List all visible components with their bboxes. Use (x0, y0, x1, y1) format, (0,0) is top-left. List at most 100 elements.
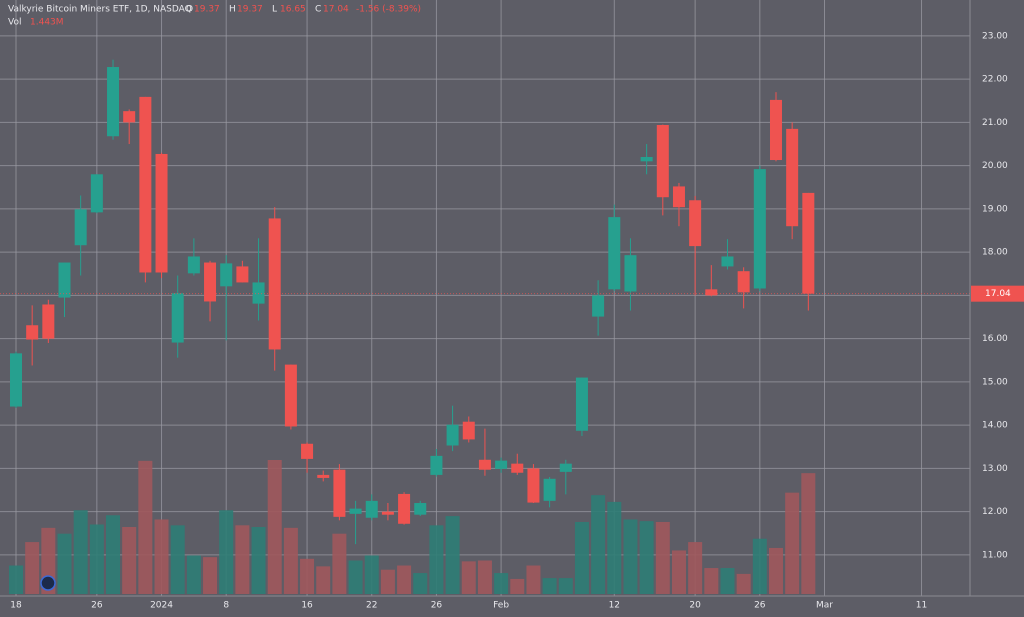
legend-field: L (272, 5, 277, 15)
volume-bar (607, 501, 622, 594)
legend-value: 16.65 (280, 5, 306, 15)
candle-body (769, 99, 782, 161)
candle-body (462, 421, 475, 440)
x-tick-label: 12 (609, 601, 620, 611)
candle-body (236, 266, 249, 283)
candle-body (527, 468, 540, 503)
legend-field: C (315, 5, 321, 15)
candle-body (268, 218, 281, 350)
candle-body (58, 262, 71, 298)
volume-bar (138, 460, 153, 594)
volume-bar (591, 495, 606, 594)
volume-bar (332, 533, 347, 594)
volume-bar (235, 525, 250, 594)
y-tick-label: 22.00 (982, 75, 1008, 85)
candles (0, 59, 970, 545)
volume-bar (397, 565, 412, 594)
legend-value: 19.37 (194, 5, 220, 15)
x-tick-label: 22 (366, 601, 377, 611)
candle-body (187, 256, 200, 274)
volume-bar (57, 533, 72, 594)
volume-bar (203, 557, 218, 594)
candle-body (10, 353, 22, 407)
candle-body (284, 364, 297, 427)
last-price-box (971, 285, 1024, 302)
volume-bar (655, 521, 670, 594)
candle-body (511, 463, 524, 473)
volume-bar (348, 560, 363, 594)
volume-bar (623, 519, 638, 594)
x-tick-label: 26 (431, 601, 443, 611)
volume-bar (267, 460, 282, 594)
x-tick-label: 2024 (150, 601, 173, 611)
volume-bar (283, 527, 298, 594)
legend-value: 19.37 (237, 5, 263, 15)
candle-body (802, 192, 815, 294)
volume-bar (477, 560, 492, 594)
x-tick-label: 8 (223, 601, 229, 611)
y-tick-label: 11.00 (982, 550, 1008, 560)
candle-body (333, 469, 346, 517)
volume-value: 1.443M (30, 18, 64, 28)
candle-body (414, 503, 427, 515)
legend-field: O (186, 5, 193, 15)
candle-body (204, 262, 217, 302)
legend-value: 17.04 (323, 5, 349, 15)
candle-body (317, 474, 330, 478)
y-tick-label: 23.00 (982, 31, 1008, 41)
candle-body (42, 304, 55, 339)
candle-body (365, 500, 378, 518)
y-tick-label: 18.00 (982, 248, 1008, 258)
y-tick-label: 16.00 (982, 334, 1008, 344)
candle-body (624, 255, 637, 292)
candle-body (786, 128, 799, 227)
last-price-label: 17.04 (985, 289, 1011, 299)
candle-body (155, 153, 168, 273)
x-tick-label: Mar (816, 601, 833, 611)
x-tick-label: 18 (10, 601, 22, 611)
volume-bar (429, 525, 444, 594)
volume-bar (122, 527, 137, 594)
volume-bar (526, 565, 541, 594)
candle-body (478, 459, 491, 470)
candle-body (656, 124, 669, 198)
candle-body (381, 511, 394, 515)
candle-body (301, 443, 314, 459)
x-tick-label: 26 (91, 601, 103, 611)
volume-bar (380, 569, 395, 594)
legend-field: H (229, 5, 236, 15)
candle-body (90, 174, 103, 213)
volume-bar (154, 519, 169, 594)
y-tick-label: 13.00 (982, 464, 1008, 474)
y-tick-label: 19.00 (982, 204, 1008, 214)
candle-body (559, 463, 572, 472)
candle-body (252, 282, 265, 304)
candle-body (689, 200, 702, 247)
volume-bar (251, 527, 266, 594)
candle-body (171, 293, 184, 343)
change-label: -1.56 (-8.39%) (356, 5, 421, 15)
candle-body (139, 96, 152, 273)
volume-bar (639, 521, 654, 594)
volume-bar (461, 561, 476, 594)
volume-bar (688, 542, 703, 594)
x-tick-label: 20 (689, 601, 701, 611)
volume-bar (736, 573, 751, 594)
volume-bar (494, 573, 509, 594)
candle-body (672, 186, 685, 208)
candle-body (398, 493, 411, 524)
candle-body (26, 325, 39, 340)
volume-bar (73, 510, 88, 594)
x-tick-label: 26 (754, 601, 766, 611)
logo-icon (40, 575, 56, 591)
volume-bar (445, 516, 460, 594)
candle-body (608, 217, 621, 290)
candle-body (74, 209, 87, 246)
volume-bar (413, 573, 428, 594)
candle-body (349, 508, 362, 514)
ohlc-legend: O 19.37 H 19.37 L 16.65 C 17.04 -1.56 (-8.39%) (186, 5, 421, 15)
y-tick-label: 12.00 (982, 507, 1008, 517)
volume-bar (768, 547, 783, 594)
